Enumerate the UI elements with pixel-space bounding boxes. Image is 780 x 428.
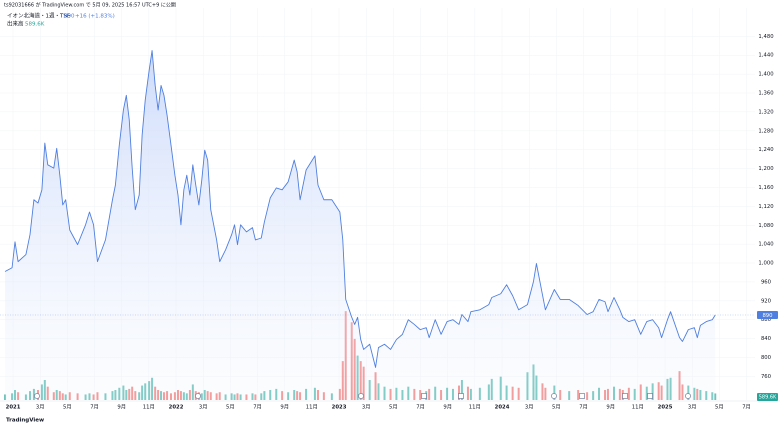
x-tick-label: 2025 [658,405,673,411]
dividend-marker[interactable] [685,393,691,399]
x-tick-label: 5月 [552,404,561,411]
x-tick-label: 3月 [688,404,697,411]
x-tick-label: 5月 [715,404,724,411]
x-tick-label: 9月 [280,404,289,411]
x-tick-label: 7月 [416,404,425,411]
x-tick-label: 7月 [742,404,751,411]
y-tick-label: 1,480 [758,34,774,40]
x-tick-label: 7月 [579,404,588,411]
tradingview-logo: TradingView [6,418,44,424]
earnings-marker[interactable] [421,393,427,399]
y-tick-label: 800 [761,355,772,361]
x-tick-label: 2022 [169,405,184,411]
x-tick-label: 11月 [469,404,481,411]
price-change: +16 (+1.83%) [75,14,115,20]
x-tick-label: 3月 [525,404,534,411]
y-tick-label: 1,000 [758,261,774,267]
dividend-marker[interactable] [551,393,557,399]
x-tick-label: 3月 [362,404,371,411]
volume-tag [757,393,778,401]
x-tick-label: 2023 [332,405,347,411]
earnings-marker[interactable] [622,393,628,399]
y-tick-label: 1,080 [758,223,774,229]
dividend-marker[interactable] [358,393,364,399]
symbol-name: イオン北海道・1週・TSE [7,12,71,20]
x-tick-label: 7月 [253,404,262,411]
earnings-marker[interactable] [458,393,464,399]
y-tick-label: 1,040 [758,242,774,248]
y-tick-label: 920 [761,298,772,304]
x-tick-label: 11月 [632,404,644,411]
area-fill [5,50,716,400]
y-tick-label: 1,360 [758,91,774,97]
y-tick-label: 1,320 [758,109,774,115]
y-tick-label: 760 [761,374,772,380]
event-markers [34,393,691,399]
y-tick-label: 1,160 [758,185,774,191]
last-price-tag-label: 890 [762,313,773,319]
dividend-marker[interactable] [195,393,201,399]
x-tick-label: 2021 [6,405,21,411]
x-tick-label: 3月 [199,404,208,411]
y-tick-label: 840 [761,336,772,342]
y-tick-label: 880 [761,317,772,323]
y-tick-label: 1,280 [758,128,774,134]
last-price-tag [757,310,778,319]
x-tick-label: 2024 [495,405,510,411]
x-tick-label: 11月 [306,404,318,411]
price-axis-bg [755,0,780,428]
x-tick-label: 5月 [389,404,398,411]
y-tick-label: 1,200 [758,166,774,172]
last-price: 890 [64,14,75,20]
x-tick-label: 5月 [63,404,72,411]
x-tick-label: 7月 [90,404,99,411]
y-tick-label: 1,400 [758,72,774,78]
volume-label: 出来高 [7,20,24,28]
x-tick-label: 11月 [143,404,155,411]
publisher-line: ts92031666 が TradingView.com で 5月 09, 20… [4,2,176,9]
x-tick-label: 5月 [226,404,235,411]
y-tick-label: 1,240 [758,147,774,153]
earnings-marker[interactable] [579,393,585,399]
earnings-marker[interactable] [647,393,653,399]
y-tick-label: 1,440 [758,53,774,59]
y-tick-label: 960 [761,279,772,285]
x-tick-label: 9月 [443,404,452,411]
x-tick-label: 9月 [606,404,615,411]
x-tick-label: 9月 [117,404,126,411]
price-line [4,50,716,368]
dividend-marker[interactable] [34,393,40,399]
y-tick-label: 1,120 [758,204,774,210]
volume-tag-label: 589.6K [759,395,777,401]
volume-value: 589.6K [25,22,45,28]
x-tick-label: 3月 [36,404,45,411]
